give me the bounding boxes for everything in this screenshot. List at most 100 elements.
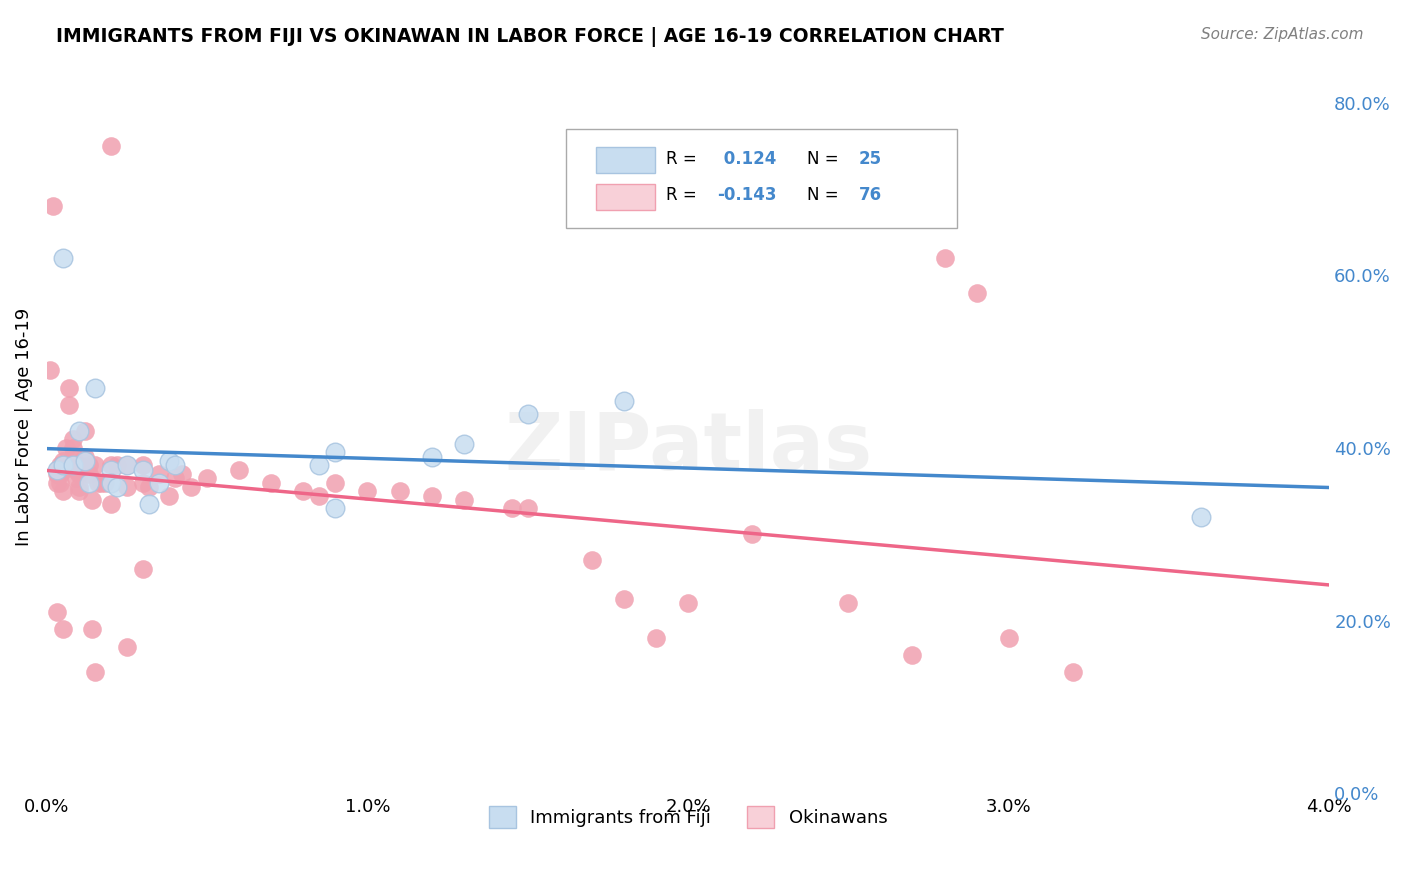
Point — [39, 363, 62, 377]
Point — [115, 640, 138, 654]
Point — [453, 436, 475, 450]
Point — [75, 424, 97, 438]
Point — [67, 484, 90, 499]
Point — [308, 458, 330, 473]
Point — [52, 458, 75, 473]
Point — [132, 458, 155, 473]
Text: Source: ZipAtlas.com: Source: ZipAtlas.com — [1201, 27, 1364, 42]
Point — [84, 665, 107, 680]
Point — [115, 458, 138, 473]
Point — [77, 458, 100, 473]
Point — [325, 475, 347, 490]
Point — [1189, 510, 1212, 524]
Text: IMMIGRANTS FROM FIJI VS OKINAWAN IN LABOR FORCE | AGE 16-19 CORRELATION CHART: IMMIGRANTS FROM FIJI VS OKINAWAN IN LABO… — [56, 27, 1004, 46]
Point — [157, 454, 180, 468]
Point — [100, 458, 122, 473]
Point — [55, 441, 77, 455]
Point — [87, 475, 110, 490]
Point — [100, 497, 122, 511]
Text: R =: R = — [666, 150, 702, 168]
Point — [67, 467, 90, 481]
Point — [42, 199, 65, 213]
Point — [581, 553, 603, 567]
Point — [58, 381, 80, 395]
Point — [292, 484, 315, 499]
Point — [645, 631, 668, 645]
Point — [420, 489, 443, 503]
Text: 25: 25 — [859, 150, 882, 168]
Point — [62, 433, 84, 447]
Point — [100, 462, 122, 476]
Point — [84, 458, 107, 473]
Point — [260, 475, 283, 490]
Point — [65, 462, 87, 476]
Text: -0.143: -0.143 — [717, 186, 778, 204]
Text: N =: N = — [807, 186, 844, 204]
Point — [48, 467, 70, 481]
Point — [55, 458, 77, 473]
Point — [90, 475, 112, 490]
Point — [52, 251, 75, 265]
Point — [84, 381, 107, 395]
Point — [67, 480, 90, 494]
Point — [67, 424, 90, 438]
Point — [325, 501, 347, 516]
Point — [100, 475, 122, 490]
Point — [52, 484, 75, 499]
Point — [613, 393, 636, 408]
Point — [132, 562, 155, 576]
Point — [148, 467, 170, 481]
Point — [308, 489, 330, 503]
Point — [741, 527, 763, 541]
Point — [148, 475, 170, 490]
Point — [453, 492, 475, 507]
Text: ZIPatlas: ZIPatlas — [503, 409, 872, 488]
Point — [45, 605, 67, 619]
Point — [676, 596, 699, 610]
Point — [75, 454, 97, 468]
Point — [165, 458, 187, 473]
Point — [45, 475, 67, 490]
Point — [48, 458, 70, 473]
Point — [138, 497, 160, 511]
Point — [62, 450, 84, 464]
Point — [62, 458, 84, 473]
Point — [420, 450, 443, 464]
Y-axis label: In Labor Force | Age 16-19: In Labor Force | Age 16-19 — [15, 308, 32, 546]
Point — [45, 462, 67, 476]
Point — [195, 471, 218, 485]
Point — [388, 484, 411, 499]
Point — [157, 489, 180, 503]
Point — [501, 501, 523, 516]
Point — [107, 458, 129, 473]
Point — [934, 251, 956, 265]
Point — [80, 623, 103, 637]
Point — [180, 480, 202, 494]
Legend: Immigrants from Fiji, Okinawans: Immigrants from Fiji, Okinawans — [481, 799, 894, 836]
Point — [165, 471, 187, 485]
Point — [516, 501, 538, 516]
Point — [65, 471, 87, 485]
Point — [93, 475, 115, 490]
Text: N =: N = — [807, 150, 844, 168]
Point — [997, 631, 1019, 645]
Point — [837, 596, 859, 610]
Point — [77, 467, 100, 481]
Point — [613, 592, 636, 607]
Point — [52, 454, 75, 468]
FancyBboxPatch shape — [567, 129, 957, 228]
Point — [100, 139, 122, 153]
Text: R =: R = — [666, 186, 702, 204]
Point — [228, 462, 250, 476]
Point — [901, 648, 924, 663]
Text: 76: 76 — [859, 186, 882, 204]
Point — [80, 492, 103, 507]
Point — [48, 475, 70, 490]
Point — [58, 398, 80, 412]
Point — [62, 441, 84, 455]
Point — [1062, 665, 1084, 680]
Point — [132, 462, 155, 476]
Point — [325, 445, 347, 459]
Point — [138, 480, 160, 494]
Point — [115, 458, 138, 473]
